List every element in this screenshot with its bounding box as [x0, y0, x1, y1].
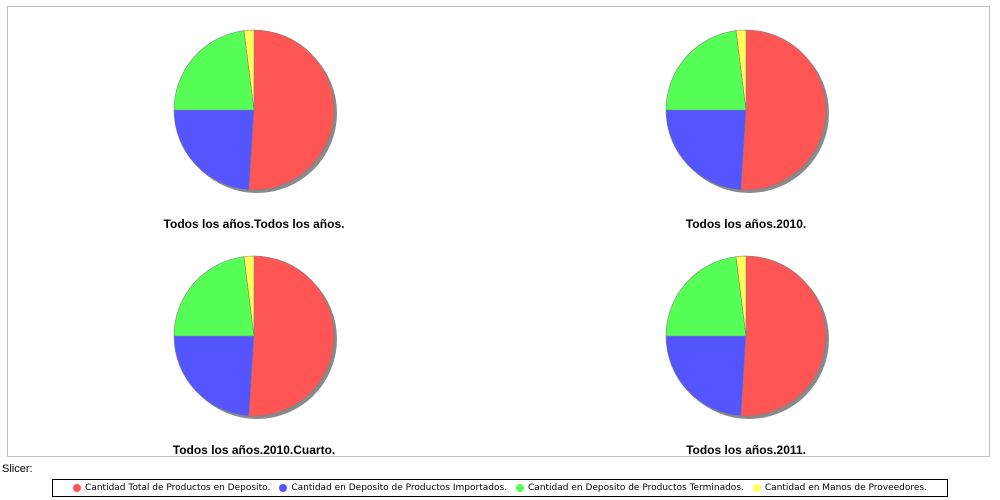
- legend-item-2: Cantidad en Deposito de Productos Import…: [279, 483, 507, 493]
- pie-title: Todos los años.2010.Cuarto.: [173, 443, 335, 457]
- legend-item-4: Cantidad en Manos de Proveedores.: [752, 483, 927, 493]
- pie-slice-1[interactable]: [248, 29, 335, 191]
- slicer-label: Slicer:: [2, 463, 33, 475]
- pie-slice-4[interactable]: [735, 29, 747, 111]
- legend-swatch: [752, 484, 761, 492]
- pie-slice-3[interactable]: [173, 256, 255, 337]
- chart-frame: [7, 6, 990, 457]
- legend-label: Cantidad en Deposito de Productos Termin…: [528, 483, 744, 493]
- pie-slice-4[interactable]: [243, 29, 255, 111]
- pie-slice-4[interactable]: [243, 255, 255, 337]
- pie-slice-4[interactable]: [735, 255, 747, 337]
- pie-title: Todos los años.2011.: [686, 443, 806, 457]
- pie-slice-2[interactable]: [173, 109, 255, 191]
- pie-slice-2[interactable]: [173, 335, 255, 417]
- pie-chart-2[interactable]: Todos los años.2010.: [665, 29, 829, 231]
- pie-slice-1[interactable]: [740, 255, 827, 417]
- legend-label: Cantidad en Deposito de Productos Import…: [291, 483, 508, 493]
- legend: Cantidad Total de Productos en Deposito.…: [52, 479, 948, 497]
- pie-slice-3[interactable]: [173, 30, 255, 111]
- pie-chart-4[interactable]: Todos los años.2011.: [665, 255, 829, 457]
- pie-charts: Todos los años.Todos los años. Todos los…: [164, 29, 829, 457]
- pie-slice-1[interactable]: [740, 29, 827, 191]
- pie-slice-2[interactable]: [665, 109, 747, 191]
- legend-item-3: Cantidad en Deposito de Productos Termin…: [516, 483, 744, 493]
- legend-label: Cantidad en Manos de Proveedores.: [764, 483, 927, 493]
- pie-slice-3[interactable]: [665, 30, 747, 111]
- pie-slice-2[interactable]: [665, 335, 747, 417]
- legend-label: Cantidad Total de Productos en Deposito.: [85, 483, 271, 493]
- pie-title: Todos los años.Todos los años.: [164, 217, 345, 231]
- legend-swatch: [73, 484, 82, 492]
- legend-swatch: [516, 484, 525, 492]
- pie-chart-3[interactable]: Todos los años.2010.Cuarto.: [173, 255, 337, 457]
- pie-title: Todos los años.2010.: [686, 217, 806, 231]
- legend-item-1: Cantidad Total de Productos en Deposito.: [73, 483, 270, 493]
- pie-slice-3[interactable]: [665, 256, 747, 337]
- pie-slice-1[interactable]: [248, 255, 335, 417]
- pie-chart-1[interactable]: Todos los años.Todos los años.: [164, 29, 345, 231]
- legend-swatch: [279, 484, 288, 492]
